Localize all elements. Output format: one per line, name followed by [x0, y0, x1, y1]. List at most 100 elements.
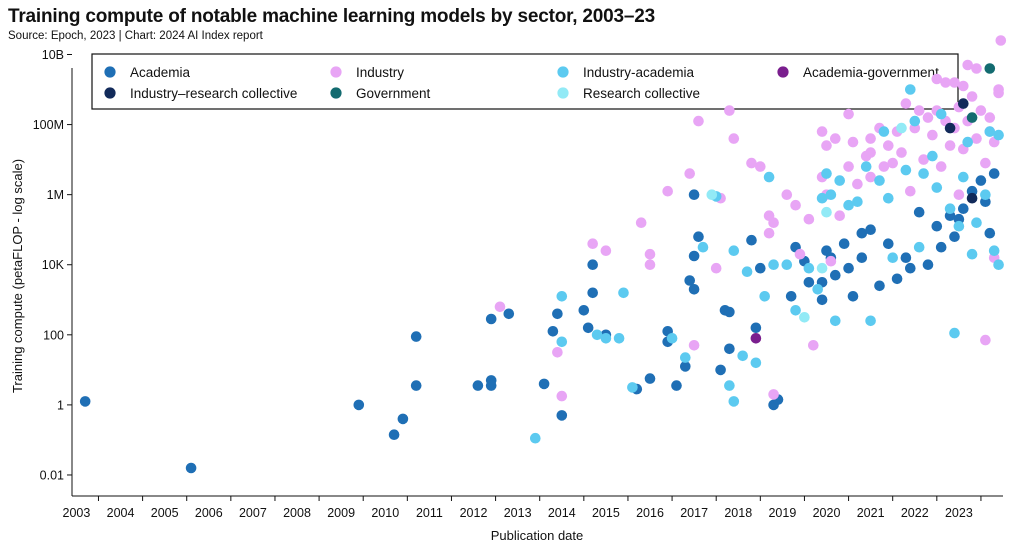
point-government-1 — [984, 63, 996, 74]
point-academia-5 — [410, 380, 422, 391]
point-industry-academia-9 — [680, 352, 691, 363]
point-academia-50 — [838, 238, 850, 249]
point-industry-academia-49 — [958, 171, 969, 183]
point-industry-academia-21 — [781, 259, 793, 271]
legend-marker-research-collective — [557, 87, 569, 99]
point-industry-64 — [962, 59, 973, 71]
point-industry-52 — [918, 154, 929, 165]
point-academia-37 — [750, 322, 762, 334]
axes: 0.01 1 100 10K 1M 100M 10B 2003 2004 2005 2006 2007… — [33, 48, 1003, 520]
point-academia-26 — [680, 361, 691, 372]
point-industry-25 — [803, 213, 815, 225]
point-academia-19 — [587, 259, 598, 271]
legend-marker-industry — [330, 66, 342, 78]
point-academia-3 — [388, 429, 400, 441]
point-academia-53 — [856, 227, 868, 239]
point-industry-44 — [883, 140, 894, 151]
x-tick-label-2003: 2003 — [63, 506, 91, 520]
point-industry-53 — [922, 112, 934, 123]
point-academia-35 — [724, 306, 735, 318]
legend-label-industry: Industry — [356, 65, 404, 80]
point-industry-35 — [843, 108, 854, 120]
point-academia-58 — [891, 273, 903, 285]
point-academia-13 — [547, 326, 559, 337]
point-industry-academia-35 — [878, 126, 890, 137]
point-industry-academia-1 — [556, 336, 568, 348]
x-tick-label-2017: 2017 — [680, 506, 708, 520]
y-tick-label-100m: 100M — [33, 118, 64, 132]
point-academia-72 — [984, 227, 996, 239]
legend-label-academia: Academia — [130, 65, 191, 80]
point-industry-academia-18 — [759, 291, 770, 302]
point-academia-52 — [847, 291, 859, 302]
point-industry-academia-31 — [852, 196, 863, 207]
point-academia-59 — [900, 252, 912, 263]
x-tick-label-2005: 2005 — [151, 506, 179, 520]
point-academia-4 — [397, 413, 409, 425]
point-industry-academia-56 — [993, 259, 1004, 271]
point-academia-38 — [755, 262, 766, 274]
point-academia-34 — [724, 343, 735, 355]
point-academia-18 — [587, 287, 598, 299]
point-industry-academia-8 — [666, 333, 678, 344]
point-industry-academia-22 — [790, 305, 801, 316]
point-academia-49 — [830, 269, 841, 281]
point-industry-58 — [944, 140, 956, 151]
point-industry-19 — [763, 227, 775, 239]
point-academia-44 — [803, 277, 815, 288]
point-academia-68 — [958, 203, 969, 214]
point-industry-22 — [781, 189, 793, 200]
point-industry-79 — [940, 77, 951, 88]
point-government-0 — [966, 112, 978, 123]
x-tick-label-2007: 2007 — [239, 506, 267, 520]
point-industry-67 — [975, 105, 987, 116]
point-academia-63 — [931, 220, 943, 232]
point-industry-72 — [993, 84, 1004, 95]
point-industry-40 — [865, 147, 876, 158]
point-academia-government-0 — [750, 333, 762, 344]
point-academia-14 — [552, 308, 563, 320]
point-industry-1 — [552, 347, 563, 358]
point-industry-39 — [865, 133, 876, 144]
point-academia-51 — [843, 262, 854, 274]
point-industry-academia-30 — [843, 199, 854, 211]
y-tick-label-100: 100 — [43, 328, 64, 342]
point-industry-academia-28 — [830, 315, 841, 327]
point-academia-16 — [578, 305, 590, 316]
point-industry-20 — [768, 217, 779, 228]
point-academia-31 — [688, 189, 700, 200]
x-tick-label-2014: 2014 — [548, 506, 576, 520]
point-industry-academia-43 — [927, 150, 938, 162]
x-tick-label-2012: 2012 — [460, 506, 488, 520]
x-tick-label-2010: 2010 — [371, 506, 399, 520]
point-industry-5 — [635, 217, 647, 228]
point-academia-15 — [556, 410, 568, 421]
point-academia-11 — [503, 308, 515, 320]
x-tick-label-2023: 2023 — [945, 506, 973, 520]
legend-box — [91, 53, 959, 110]
point-academia-17 — [582, 322, 594, 334]
x-tick-label-2022: 2022 — [901, 506, 929, 520]
point-industry-17 — [755, 161, 766, 172]
point-industry-academia-34 — [874, 175, 885, 186]
point-academia-6 — [410, 331, 422, 342]
point-industry-academia-26 — [821, 168, 832, 179]
y-tick-label-1: 1 — [57, 398, 64, 412]
point-academia-60 — [905, 262, 916, 274]
point-industry-research-collective-2 — [944, 122, 956, 134]
point-industry-academia-32 — [860, 161, 872, 172]
point-industry-28 — [816, 126, 828, 137]
point-industry-academia-54 — [984, 126, 996, 137]
chart-source: Source: Epoch, 2023 | Chart: 2024 AI Ind… — [8, 30, 263, 42]
point-academia-9 — [485, 380, 497, 391]
legend-label-academia-government: Academia-government — [803, 65, 939, 80]
point-industry-11 — [693, 115, 704, 127]
y-tick-label-10b: 10B — [42, 48, 64, 62]
point-industry-research-collective-0 — [958, 98, 969, 109]
point-academia-54 — [856, 252, 868, 263]
legend-marker-industry-academia — [557, 66, 569, 78]
point-industry-73 — [995, 35, 1007, 46]
point-academia-27 — [684, 275, 695, 286]
x-tick-label-2011: 2011 — [416, 506, 443, 520]
legend-marker-academia-government — [777, 66, 789, 78]
